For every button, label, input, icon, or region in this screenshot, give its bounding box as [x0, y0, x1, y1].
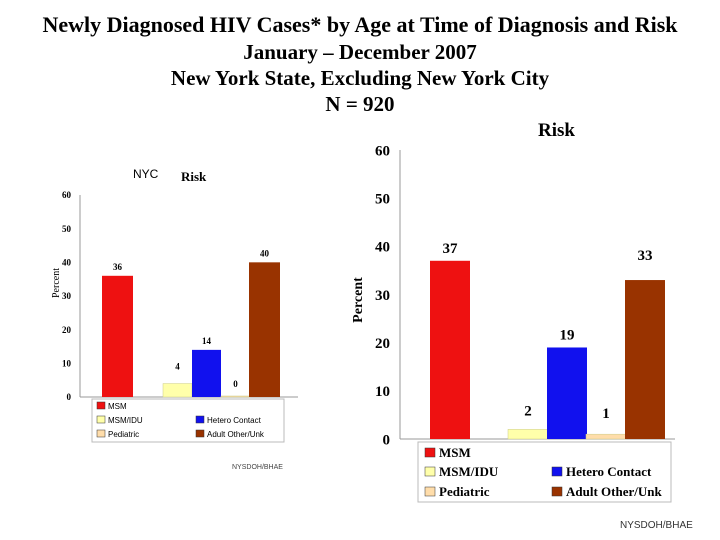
nys-legend-box [417, 441, 672, 503]
nys-value-label: 19 [560, 327, 575, 343]
nys-bars [430, 260, 665, 440]
nys-y-ticks: 0 10 20 30 40 50 60 [375, 143, 390, 448]
nys-value-label: 2 [524, 403, 532, 419]
nys-legend-adult: Adult Other/Unk [551, 484, 662, 499]
nys-y-tick-label: 20 [375, 336, 390, 352]
nys-bar-adult-other-unk [625, 280, 665, 439]
nyc-legend-label: Adult Other/Unk [207, 430, 265, 439]
nyc-y-axis-label: Percent [51, 268, 62, 298]
nyc-legend-msm-idu: MSM/IDU [96, 415, 143, 425]
nys-bar-msm [430, 260, 470, 439]
nys-value-label: 33 [638, 248, 653, 264]
nys-y-axis-label: Percent [351, 277, 366, 323]
nyc-bar-msm [102, 275, 133, 397]
nys-y-tick-label: 50 [375, 191, 390, 207]
nys-y-tick-label: 0 [383, 432, 391, 448]
nys-y-tick-label: 40 [375, 240, 390, 256]
nyc-value-label: 40 [260, 248, 270, 258]
nyc-legend-swatch [96, 415, 106, 424]
nys-legend-swatch [424, 486, 436, 497]
nyc-legend-swatch [195, 415, 205, 424]
nys-chart-title: Risk [538, 120, 575, 141]
nyc-legend-swatch [96, 401, 106, 410]
nyc-y-tick-label: 40 [62, 257, 72, 267]
nyc-bar-adult-other-unk [249, 262, 280, 397]
nyc-value-label: 14 [202, 336, 212, 346]
nyc-legend-msm: MSM [96, 401, 127, 411]
nyc-y-tick-label: 20 [62, 325, 72, 335]
nys-legend-swatch [551, 466, 563, 477]
nys-legend-label: Hetero Contact [566, 464, 652, 479]
nyc-legend-label: MSM/IDU [108, 416, 143, 425]
nys-value-labels: 37 2 19 1 33 [443, 241, 653, 422]
nys-legend-msm-idu: MSM/IDU [424, 464, 499, 479]
nyc-bar-msm-idu [162, 383, 193, 398]
nys-source: NYSDOH/BHAE [620, 520, 693, 531]
nys-value-label: 37 [443, 241, 459, 257]
nyc-legend-label: Pediatric [108, 430, 139, 439]
nys-legend-swatch [424, 466, 436, 477]
nys-legend-hetero: Hetero Contact [551, 464, 652, 479]
nyc-y-tick-label: 30 [62, 291, 72, 301]
nyc-value-label: 4 [175, 362, 180, 372]
nyc-legend-label: MSM [108, 402, 127, 411]
nys-legend-label: MSM/IDU [439, 464, 499, 479]
nyc-y-tick-label: 0 [67, 392, 72, 402]
title-line-2: January – December 2007 [243, 40, 477, 64]
nyc-legend-swatch [195, 429, 205, 438]
nyc-source: NYSDOH/BHAE [232, 464, 283, 471]
nys-legend-pediatric: Pediatric [424, 484, 490, 499]
nyc-legend-box [91, 398, 285, 443]
nyc-value-label: 36 [113, 262, 123, 272]
nys-legend-msm: MSM [424, 445, 471, 460]
nyc-legend-swatch [96, 429, 106, 438]
nyc-value-label: 0 [233, 379, 238, 389]
title-line-3: New York State, Excluding New York City [170, 66, 550, 90]
nyc-chart-title: Risk [181, 169, 207, 184]
nys-legend-swatch [551, 486, 563, 497]
nyc-legend-pediatric: Pediatric [96, 429, 139, 439]
nys-bar-pediatric [585, 433, 627, 440]
nyc-y-tick-label: 10 [62, 358, 72, 368]
nyc-bars [102, 262, 280, 398]
title-line-4: N = 920 [325, 92, 395, 116]
nyc-legend-hetero: Hetero Contact [195, 415, 262, 425]
nyc-y-ticks: 0 10 20 30 40 50 60 [62, 190, 72, 402]
nyc-y-tick-label: 50 [62, 224, 72, 234]
nyc-value-labels: 36 4 14 0 40 [113, 248, 270, 389]
nys-legend-label: MSM [439, 445, 471, 460]
nys-bar-msm-idu [507, 429, 549, 440]
nys-value-label: 1 [602, 406, 610, 422]
nys-y-tick-label: 30 [375, 288, 390, 304]
nyc-y-tick-label: 60 [62, 190, 72, 200]
nyc-bar-pediatric [220, 395, 251, 398]
nys-y-tick-label: 60 [375, 143, 390, 159]
nyc-legend-label: Hetero Contact [207, 416, 262, 425]
nyc-bar-hetero-contact [192, 349, 221, 397]
title-line-1: Newly Diagnosed HIV Cases* by Age at Tim… [42, 12, 678, 37]
nys-legend-label: Adult Other/Unk [566, 484, 662, 499]
nys-y-tick-label: 10 [375, 384, 390, 400]
nyc-chart-label: NYC [133, 167, 159, 181]
nys-legend-label: Pediatric [439, 484, 490, 499]
nys-legend-swatch [424, 447, 436, 458]
nys-bar-hetero-contact [547, 347, 587, 439]
nyc-legend-adult: Adult Other/Unk [195, 429, 265, 439]
